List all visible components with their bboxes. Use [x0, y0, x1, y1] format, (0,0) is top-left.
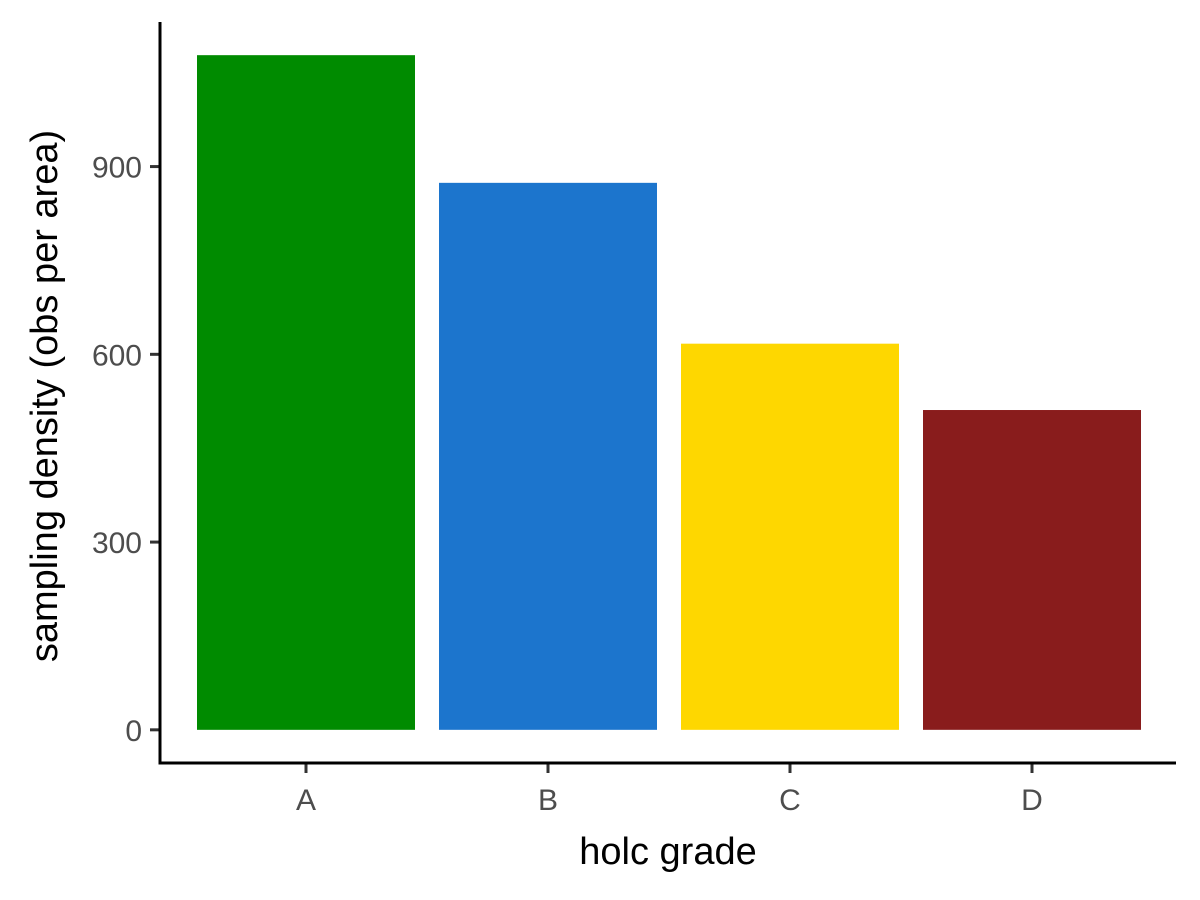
bar-c: [681, 343, 899, 730]
x-tick-label: A: [296, 784, 316, 817]
y-axis-title: sampling density (obs per area): [24, 130, 66, 662]
x-tick-label: B: [538, 784, 558, 817]
y-tick-label: 900: [92, 152, 142, 185]
bars-group: [197, 55, 1141, 730]
bar-d: [923, 410, 1141, 730]
bar-a: [197, 55, 415, 730]
x-tick-label: C: [779, 784, 801, 817]
y-tick-label: 600: [92, 339, 142, 372]
y-tick-label: 300: [92, 527, 142, 560]
y-axis-ticks: 0 300 600 900: [92, 152, 160, 748]
x-axis-ticks: A B C D: [296, 763, 1043, 817]
y-tick-label: 0: [125, 715, 142, 748]
bar-b: [439, 182, 657, 730]
x-axis-title: holc grade: [579, 831, 756, 873]
x-tick-label: D: [1021, 784, 1043, 817]
